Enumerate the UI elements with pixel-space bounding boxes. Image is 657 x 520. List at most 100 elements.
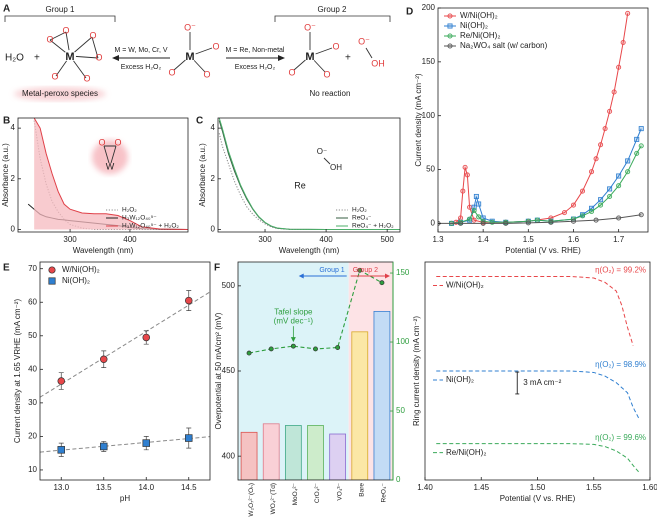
line [33,118,188,230]
y-tick-label: 0 [431,218,436,227]
plot-area [436,276,640,473]
y2-tick-label: 100 [396,337,410,346]
line [436,443,640,473]
x-tick-label: W₂O₇²⁻(Oₕ) [248,483,255,517]
y-axis-label: Overpotential at 50 mA/cm² (mV) [214,312,223,429]
oxygen: O⁻ [184,22,196,32]
panel-label: B [3,116,10,127]
panel-label: D [406,7,413,18]
line [436,276,634,346]
legend-label: W/Ni(OH)₂ [460,11,498,20]
annotation: (mV dec⁻¹) [274,316,314,325]
legend-marker [447,33,453,39]
x-tick-label: MoO₄²⁻ [292,483,299,505]
y-tick-label: 0 [11,225,16,234]
y2-tick-label: 0 [396,475,401,484]
marker [593,156,599,162]
legend-label: Na₂WO₄ salt (w/ carbon) [460,41,548,50]
y-tick-label: 0 [211,225,216,234]
marker [525,220,531,226]
condition: M = W, Mo, Cr, V [114,47,167,54]
y-tick-label: 4 [11,123,16,132]
bond [365,47,373,59]
marker [57,446,65,454]
atom-bg [184,50,196,62]
x-tick-label: 1.40 [417,483,433,492]
marker [460,188,466,194]
atom-bg [304,50,316,62]
marker [246,350,252,356]
legend-label: W/Ni(OH)₂ [446,281,484,290]
annotation: η(O₂) = 99.2% [595,266,646,275]
oxoanion-molecule: M O⁻ O O O [168,22,219,79]
y-tick-label: 50 [28,331,37,340]
panel-label: C [196,116,203,127]
marker [589,205,595,211]
marker [607,186,613,192]
annotation: OH [330,163,342,172]
marker [473,193,479,199]
panel-b-inset: O O W [92,137,128,174]
marker [99,355,108,364]
marker [476,201,482,207]
x-tick-label: 1.5 [523,235,535,244]
inset-atom: O [98,137,105,147]
legend-label: ReO₄⁻ [352,215,371,222]
area [34,118,188,230]
x-tick-label: 14.0 [138,483,154,492]
y-tick-label: 450 [222,366,236,375]
y-axis-label: Current density at 1.65 VRHE (mA cm⁻²) [13,299,22,444]
marker [638,143,644,149]
annotation: η(O₂) = 99.6% [595,433,646,442]
marker [142,333,151,342]
y-tick-label: 4 [211,123,216,132]
x-tick-label: ReO₄⁻ [381,483,388,502]
legend-label: ReO₄⁻ + H₂O₂ [352,223,394,230]
plot-area [218,118,400,230]
marker [142,439,151,447]
legend-label: Ni(OH)₂ [460,21,488,30]
line [218,133,400,230]
axes-frame [39,261,211,481]
arrow-head [290,337,296,343]
legend-label: H₃W₁₂O₄₀⁵⁻ + H₂O₂ [122,223,179,230]
y2-tick-label: 150 [396,268,410,277]
caption: No reaction [310,89,351,98]
metal: M [65,51,74,63]
marker [458,220,464,226]
plot-area [238,262,393,480]
marker [268,346,274,352]
x-axis-label: Wavelength (nm) [279,246,340,255]
bar [284,425,302,480]
legend-marker [447,13,453,19]
marker [616,173,622,179]
legend-marker [447,43,453,49]
metal: M [185,51,194,63]
y-tick-label: 50 [426,165,435,174]
marker [471,204,477,210]
legend-label: W/Ni(OH)₂ [62,265,100,274]
plot-area [438,10,644,226]
oxygen: O [323,69,330,79]
fit-line [40,436,210,453]
oxygen: O [332,41,339,51]
plus: + [34,53,40,64]
marker [99,442,108,451]
marker [464,172,470,178]
marker [476,214,482,220]
marker [357,267,363,273]
marker [634,150,640,156]
marker [625,158,631,164]
marker [548,219,554,225]
legend-label: Re/Ni(OH)₂ [446,448,486,457]
marker [607,193,613,199]
x-tick-label: 13.0 [53,483,69,492]
x-tick-label: 14.5 [181,483,197,492]
oxygen: O [89,30,96,40]
marker [471,217,477,223]
y-tick-label: 500 [222,281,236,290]
marker [570,202,576,208]
oxygen: O [51,71,58,81]
group-label: Group 2 [318,5,347,14]
marker [480,215,486,221]
